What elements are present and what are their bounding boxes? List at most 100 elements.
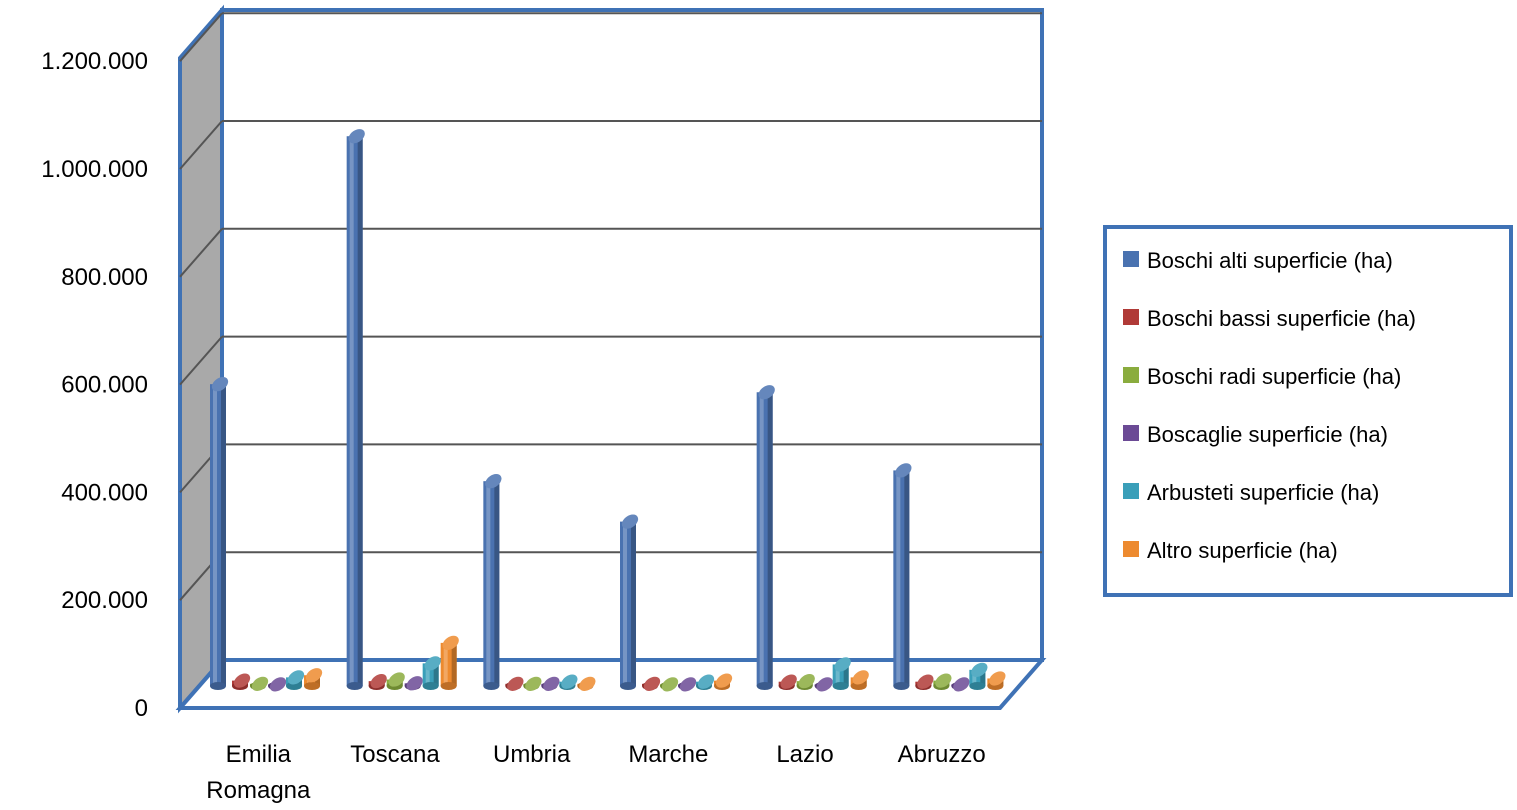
x-category-label: Abruzzo bbox=[898, 741, 986, 768]
bar-shade bbox=[980, 669, 986, 686]
bar bbox=[696, 674, 715, 690]
bar bbox=[232, 673, 251, 690]
bar bbox=[505, 676, 524, 691]
bar-base bbox=[346, 682, 363, 690]
gridline-side-4 bbox=[179, 228, 223, 278]
bar bbox=[796, 674, 815, 690]
bar-shade bbox=[494, 481, 500, 686]
bar bbox=[832, 657, 851, 690]
bar-base bbox=[286, 682, 302, 690]
bar bbox=[642, 676, 661, 691]
bar bbox=[268, 677, 287, 692]
y-tick-label: 800.000 bbox=[61, 264, 148, 291]
bar-base bbox=[422, 682, 439, 690]
bar-top bbox=[442, 635, 459, 651]
legend: Boschi alti superficie (ha) Boschi bassi … bbox=[1103, 225, 1513, 597]
bar-top bbox=[989, 671, 1006, 686]
bar-highlight bbox=[896, 470, 901, 686]
bar-highlight bbox=[443, 642, 448, 686]
bar-base bbox=[620, 682, 636, 690]
bar bbox=[714, 673, 733, 690]
bar-highlight bbox=[349, 136, 354, 687]
bar-top bbox=[348, 129, 365, 144]
bar-top bbox=[507, 676, 524, 691]
gridline-side-3 bbox=[179, 335, 223, 386]
bar-top bbox=[917, 674, 934, 689]
bar-top bbox=[424, 656, 441, 671]
x-category-label: Marche bbox=[628, 741, 708, 768]
bar bbox=[304, 668, 323, 690]
bar-shade bbox=[315, 675, 320, 686]
bar bbox=[893, 463, 912, 690]
bar-top bbox=[953, 677, 970, 692]
bar bbox=[951, 677, 970, 692]
legend-label: Boschi radi superficie (ha) bbox=[1147, 364, 1401, 389]
bar-shade bbox=[357, 136, 363, 687]
bar-top bbox=[211, 377, 229, 392]
x-axis-categories: Emilia Romagna Toscana Umbria Marche Lazio Abr… bbox=[206, 741, 985, 804]
bar-highlight bbox=[213, 384, 217, 686]
bar-top bbox=[370, 674, 387, 689]
bar bbox=[250, 676, 269, 691]
bar bbox=[850, 670, 869, 690]
bar-top bbox=[561, 674, 578, 689]
bar-top bbox=[852, 670, 869, 685]
legend-item: Boschi alti superficie (ha) bbox=[1123, 248, 1393, 273]
legend-item: Boschi radi superficie (ha) bbox=[1123, 364, 1401, 389]
bar bbox=[368, 674, 387, 690]
x-category-label: Emilia bbox=[226, 741, 292, 768]
bar bbox=[620, 514, 639, 690]
bar-top bbox=[971, 662, 988, 677]
bar-top bbox=[679, 677, 697, 692]
x-category-label: Umbria bbox=[493, 741, 571, 768]
legend-swatch bbox=[1123, 367, 1139, 383]
y-tick-label: 600.000 bbox=[61, 372, 148, 399]
bar-base bbox=[483, 682, 500, 690]
bar bbox=[422, 656, 441, 690]
bar bbox=[210, 377, 229, 690]
legend-item: Boscaglie superficie (ha) bbox=[1123, 422, 1388, 447]
bar-shade bbox=[451, 642, 457, 686]
bar-top bbox=[798, 674, 815, 689]
y-axis-ticks: 0 200.000 400.000 600.000 800.000 1.000.000 1.… bbox=[41, 48, 148, 722]
bar-highlight bbox=[425, 663, 430, 686]
legend-label: Boschi alti superficie (ha) bbox=[1147, 248, 1393, 273]
legend-swatch bbox=[1123, 309, 1139, 325]
bar-top bbox=[251, 676, 269, 691]
bar-shade bbox=[904, 470, 910, 686]
legend-item: Arbusteti superficie (ha) bbox=[1123, 480, 1379, 505]
bar-shade bbox=[221, 384, 226, 686]
bar-top bbox=[935, 673, 952, 688]
bar-top bbox=[287, 670, 305, 685]
bar-base bbox=[969, 682, 986, 690]
x-category-label: Lazio bbox=[776, 741, 833, 768]
legend-swatch bbox=[1123, 483, 1139, 499]
gridline-side-6 bbox=[179, 12, 223, 62]
y-tick-label: 1.000.000 bbox=[41, 156, 148, 183]
legend-item: Altro superficie (ha) bbox=[1123, 538, 1338, 563]
bar-base bbox=[304, 682, 320, 690]
bar-top bbox=[269, 677, 287, 692]
bar-top bbox=[305, 668, 323, 683]
bar bbox=[404, 676, 423, 691]
bar bbox=[559, 674, 578, 690]
gridline-side-5 bbox=[179, 120, 223, 170]
bar-highlight bbox=[486, 481, 491, 686]
bar-highlight bbox=[972, 669, 977, 686]
bar bbox=[541, 676, 560, 691]
bar bbox=[440, 635, 459, 690]
bar bbox=[814, 677, 833, 692]
chart-walls bbox=[175, 4, 1047, 714]
bar-top bbox=[485, 474, 502, 489]
bar-shade bbox=[433, 663, 439, 686]
bar-shade bbox=[843, 664, 849, 686]
bar-top bbox=[233, 673, 251, 688]
bar-highlight bbox=[759, 392, 764, 686]
floor bbox=[175, 658, 1047, 710]
bar-top bbox=[697, 674, 715, 689]
bar-shade bbox=[767, 392, 773, 686]
bar-base bbox=[832, 682, 849, 690]
bar bbox=[778, 674, 797, 690]
bar-top bbox=[525, 676, 542, 691]
